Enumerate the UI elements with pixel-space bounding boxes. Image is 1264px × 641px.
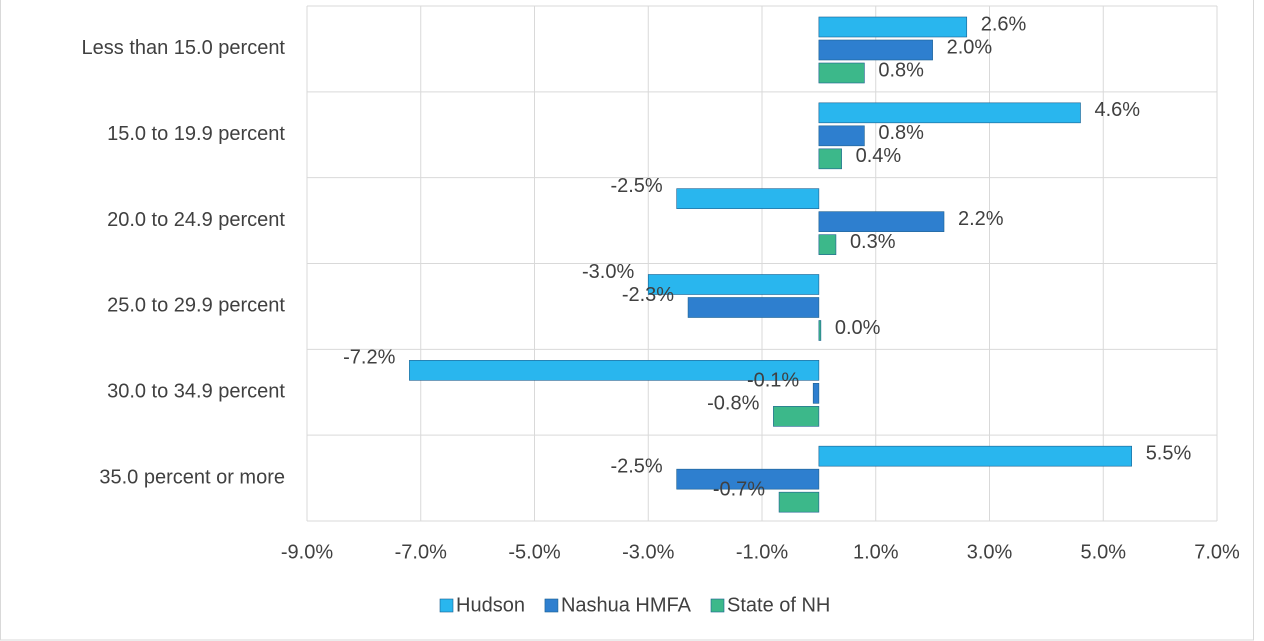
bar [409, 360, 820, 381]
bar [818, 234, 837, 255]
legend-label: Hudson [456, 594, 525, 616]
data-label: 2.0% [947, 36, 993, 58]
x-tick-label: -5.0% [508, 541, 560, 563]
bar [818, 62, 865, 84]
bar [676, 468, 820, 490]
bar [818, 125, 865, 147]
data-label: 2.2% [958, 208, 1004, 230]
data-label: -0.1% [747, 370, 799, 392]
x-tick-label: -7.0% [395, 541, 447, 563]
bar [818, 148, 842, 170]
bar [773, 406, 820, 427]
bar [818, 211, 945, 232]
bar [818, 39, 933, 61]
legend-swatch [710, 598, 725, 613]
data-label: 0.3% [850, 231, 896, 253]
data-label: 4.6% [1095, 99, 1141, 121]
bar [818, 320, 822, 341]
bar [812, 383, 820, 404]
x-tick-label: -1.0% [736, 541, 788, 563]
data-label: -2.5% [610, 455, 662, 477]
y-tick-label: 30.0 to 34.9 percent [107, 381, 285, 403]
data-label: -0.7% [713, 478, 765, 500]
bar [818, 445, 1132, 467]
bar [687, 297, 820, 318]
data-label: -2.3% [622, 284, 674, 306]
x-tick-label: 3.0% [967, 541, 1013, 563]
y-tick-label: 20.0 to 24.9 percent [107, 209, 285, 231]
data-label: -0.8% [707, 393, 759, 415]
x-tick-label: 5.0% [1080, 541, 1126, 563]
data-label: 2.6% [981, 13, 1027, 35]
y-tick-label: 25.0 to 29.9 percent [107, 295, 285, 317]
y-tick-label: Less than 15.0 percent [82, 37, 286, 59]
data-label: 5.5% [1146, 442, 1192, 464]
bar [676, 188, 820, 209]
legend-label: State of NH [727, 594, 830, 616]
data-label: -7.2% [343, 347, 395, 369]
data-label: -2.5% [610, 175, 662, 197]
x-tick-label: -9.0% [281, 541, 333, 563]
x-tick-label: 1.0% [853, 541, 899, 563]
legend-label: Nashua HMFA [561, 594, 692, 616]
bar [818, 16, 968, 38]
data-label: 0.4% [856, 145, 902, 167]
y-tick-label: 35.0 percent or more [99, 466, 285, 488]
bar [818, 102, 1081, 124]
y-tick-label: 15.0 to 19.9 percent [107, 123, 285, 145]
bar [647, 274, 820, 295]
x-tick-label: -3.0% [622, 541, 674, 563]
data-label: 0.8% [878, 122, 924, 144]
data-label: -3.0% [582, 261, 634, 283]
x-tick-label: 7.0% [1194, 541, 1240, 563]
data-label: 0.0% [835, 317, 881, 339]
legend-swatch [544, 598, 559, 613]
data-label: 0.8% [878, 59, 924, 81]
bar [778, 491, 820, 513]
legend-swatch [439, 598, 454, 613]
